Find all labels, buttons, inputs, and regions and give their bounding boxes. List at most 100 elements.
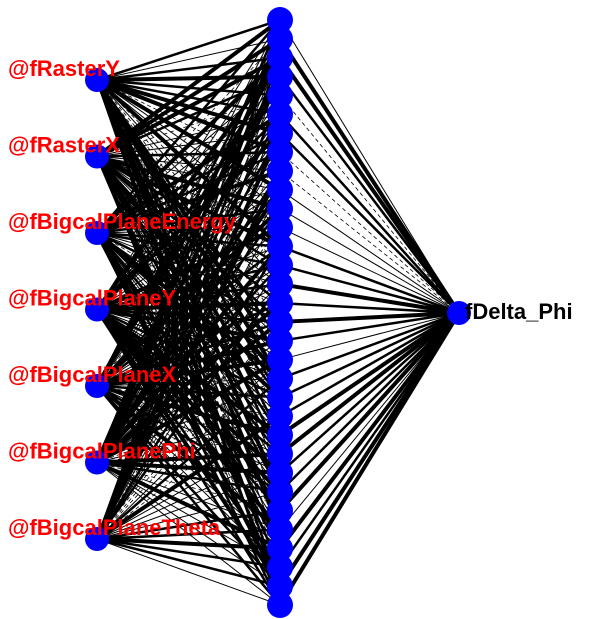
output-label: fDelta_Phi — [465, 299, 573, 324]
edge-input-2-hidden-14 — [96, 232, 281, 285]
edge-input-6-hidden-19 — [96, 377, 281, 540]
edge-hidden-28-output-0 — [278, 311, 461, 550]
edge-input-4-hidden-0 — [96, 19, 281, 387]
edge-input-6-hidden-21 — [95, 414, 282, 541]
edge-input-6-hidden-8 — [95, 170, 282, 540]
edge-hidden-11-output-0 — [279, 227, 460, 314]
edge-hidden-6-output-0 — [279, 132, 460, 314]
edge-input-6-hidden-20 — [96, 397, 281, 540]
input-node-1 — [85, 144, 109, 169]
input-label: @fRasterX — [8, 132, 120, 157]
edge-input-6-hidden-22 — [96, 434, 281, 540]
edge-input-6-hidden-29 — [96, 537, 281, 569]
input-label: @fRasterY — [8, 56, 120, 81]
edge-hidden-18-output-0 — [279, 312, 460, 361]
edge-input-0-hidden-3 — [96, 74, 281, 82]
edge-input-0-hidden-15 — [96, 79, 281, 304]
edge-input-6-hidden-25 — [96, 491, 281, 540]
hidden-node-20 — [267, 384, 293, 411]
input-node-2 — [85, 221, 109, 245]
edge-hidden-31-output-0 — [278, 311, 461, 607]
edge-hidden-13-output-0 — [279, 264, 460, 315]
edge-input-6-hidden-15 — [96, 302, 281, 540]
input-label: @fBigcalPlaneTheta — [8, 515, 221, 540]
hidden-node-0 — [267, 7, 293, 33]
hidden-node-2 — [267, 44, 293, 71]
hidden-node-11 — [267, 214, 293, 241]
input-label: @fBigcalPlaneEnergy — [8, 209, 237, 234]
edge-hidden-8-output-0 — [279, 170, 460, 314]
edge-input-6-hidden-4 — [95, 95, 282, 540]
edge-hidden-5-output-0 — [279, 113, 460, 314]
edge-hidden-26-output-0 — [278, 311, 461, 512]
hidden-node-31 — [267, 592, 293, 618]
edge-input-2-hidden-1 — [96, 38, 281, 234]
connection-edges — [95, 18, 461, 607]
hidden-node-29 — [267, 554, 293, 581]
input-node-3 — [85, 297, 109, 322]
hidden-node-16 — [267, 308, 293, 335]
edge-hidden-12-output-0 — [279, 245, 460, 315]
edge-hidden-21-output-0 — [279, 311, 460, 418]
edge-input-1-hidden-1 — [95, 37, 282, 159]
hidden-node-24 — [267, 459, 293, 486]
edge-input-0-hidden-2 — [96, 56, 281, 82]
edge-input-6-hidden-13 — [96, 265, 281, 540]
edge-input-5-hidden-1 — [95, 38, 282, 464]
hidden-node-30 — [267, 573, 293, 600]
edge-input-6-hidden-26 — [96, 509, 281, 541]
network-nodes — [85, 7, 471, 618]
hidden-node-5 — [267, 101, 293, 128]
edge-hidden-23-output-0 — [278, 311, 461, 456]
edge-input-6-hidden-23 — [96, 453, 281, 540]
hidden-node-15 — [267, 290, 293, 317]
hidden-node-8 — [267, 157, 293, 184]
edge-hidden-2-output-0 — [278, 56, 461, 315]
edge-input-6-hidden-9 — [96, 189, 281, 540]
edge-hidden-7-output-0 — [279, 151, 460, 314]
edge-input-6-hidden-17 — [96, 340, 281, 540]
edge-hidden-22-output-0 — [278, 311, 461, 437]
hidden-node-7 — [267, 139, 293, 166]
edge-input-6-hidden-16 — [96, 321, 281, 540]
edge-input-6-hidden-10 — [96, 208, 281, 540]
input-label: @fBigcalPlaneY — [8, 285, 176, 310]
edge-input-0-hidden-0 — [96, 18, 281, 82]
input-node-4 — [85, 374, 109, 398]
edge-hidden-3-output-0 — [279, 75, 460, 314]
edge-input-6-hidden-14 — [95, 283, 282, 540]
hidden-node-1 — [267, 25, 293, 52]
edge-hidden-20-output-0 — [279, 311, 460, 399]
input-node-5 — [85, 450, 109, 475]
edge-hidden-10-output-0 — [279, 208, 460, 314]
hidden-node-22 — [267, 422, 293, 449]
edge-input-0-hidden-1 — [96, 38, 281, 81]
edge-input-2-hidden-0 — [96, 19, 281, 234]
edge-input-6-hidden-6 — [95, 132, 282, 540]
edge-hidden-9-output-0 — [279, 189, 460, 314]
hidden-node-21 — [267, 403, 293, 430]
hidden-node-9 — [267, 176, 293, 203]
hidden-node-12 — [267, 233, 293, 260]
hidden-node-19 — [267, 365, 293, 392]
edge-input-6-hidden-27 — [96, 528, 281, 541]
edge-input-1-hidden-0 — [95, 18, 282, 159]
node-labels: @fRasterY @fRasterX @fBigcalPlaneEnergy @fB… — [8, 56, 573, 540]
edge-input-6-hidden-12 — [95, 245, 282, 540]
edge-input-2-hidden-2 — [95, 56, 282, 235]
edge-input-6-hidden-28 — [96, 537, 281, 551]
input-label: @fBigcalPlanePhi — [8, 438, 196, 463]
edge-hidden-24-output-0 — [279, 312, 460, 474]
hidden-node-14 — [267, 271, 293, 298]
edge-hidden-25-output-0 — [279, 312, 460, 493]
edge-hidden-17-output-0 — [279, 311, 460, 343]
edge-input-5-hidden-15 — [95, 301, 282, 465]
edge-input-1-hidden-2 — [96, 55, 281, 159]
edge-input-3-hidden-0 — [96, 19, 281, 310]
edge-input-6-hidden-24 — [96, 472, 281, 540]
hidden-node-17 — [267, 327, 293, 354]
edge-hidden-15-output-0 — [279, 301, 460, 315]
hidden-node-10 — [267, 195, 293, 222]
output-node-0 — [447, 301, 471, 325]
edge-input-5-hidden-11 — [96, 227, 281, 463]
